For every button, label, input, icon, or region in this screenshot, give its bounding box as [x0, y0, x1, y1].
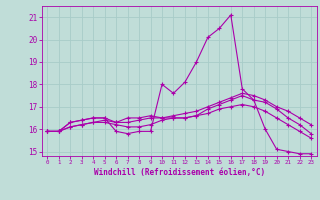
- X-axis label: Windchill (Refroidissement éolien,°C): Windchill (Refroidissement éolien,°C): [94, 168, 265, 177]
